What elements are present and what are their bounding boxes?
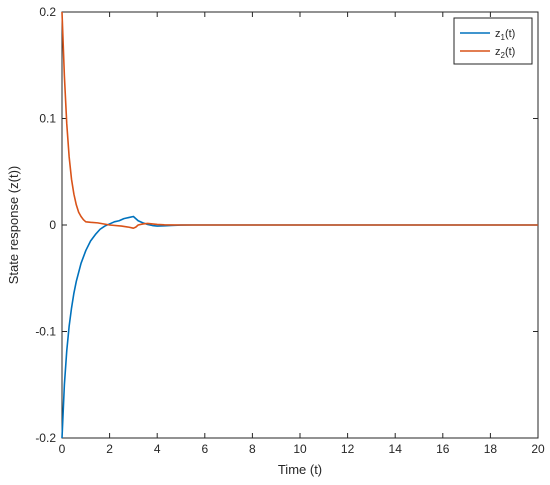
x-tick-label: 6 (201, 442, 208, 456)
legend-box (453, 17, 533, 65)
y-tick-label: 0.1 (39, 112, 56, 126)
axis-ticks: 0 2 4 6 8 10 12 14 16 18 20-0.2-0.100.10.2 (35, 5, 545, 456)
legend-label-tail: (t) (505, 28, 515, 40)
x-tick-label: 14 (389, 442, 403, 456)
x-tick-label: 10 (293, 442, 307, 456)
legend-label-base: z (495, 28, 501, 40)
legend-label-2: z2(t) (495, 46, 515, 60)
x-tick-label: 0 (59, 442, 66, 456)
x-tick-label: 16 (436, 442, 450, 456)
legend-label-tail: (t) (505, 46, 515, 58)
x-tick-label: 12 (341, 442, 355, 456)
series-layer (61, 11, 538, 439)
x-tick-label: 18 (484, 442, 498, 456)
x-tick-label: 2 (106, 442, 113, 456)
legend: z1(t)z2(t) (453, 17, 533, 65)
y-axis-label: State response (z(t)) (6, 166, 21, 285)
legend-label-base: z (495, 46, 501, 58)
y-tick-label: -0.2 (35, 431, 56, 445)
y-tick-label: 0.2 (39, 5, 56, 19)
x-tick-label: 4 (154, 442, 161, 456)
x-tick-label: 8 (249, 442, 256, 456)
x-axis-label: Time (t) (278, 462, 322, 477)
legend-label-subscript: 1 (501, 33, 506, 42)
legend-label-subscript: 2 (501, 51, 506, 60)
y-tick-label: -0.1 (35, 325, 56, 339)
x-tick-label: 20 (531, 442, 545, 456)
legend-label-1: z1(t) (495, 28, 515, 42)
y-tick-label: 0 (49, 218, 56, 232)
series-line-2 (61, 11, 538, 229)
